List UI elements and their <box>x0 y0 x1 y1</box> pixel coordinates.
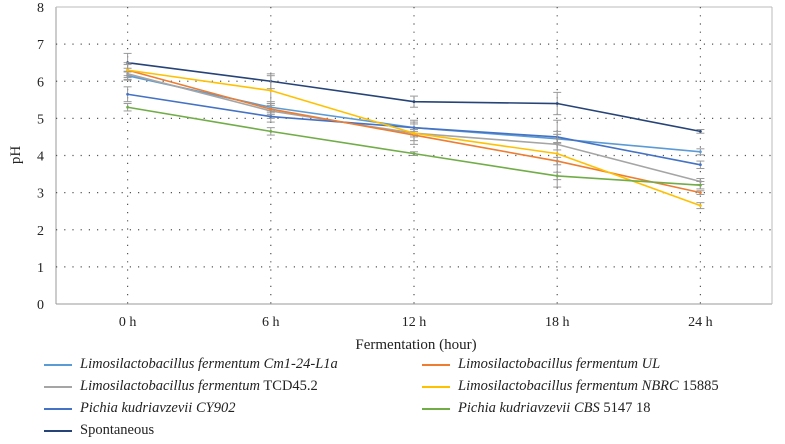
data-point <box>555 102 559 105</box>
error-bar <box>266 75 275 106</box>
data-point <box>126 92 129 96</box>
y-axis-label: pH <box>8 146 24 165</box>
series-6 <box>123 64 705 210</box>
error-bar <box>123 103 132 112</box>
error-bar <box>123 86 132 103</box>
y-tick-label: 3 <box>37 187 44 202</box>
data-point <box>269 129 273 133</box>
data-point <box>699 163 702 167</box>
series-7 <box>123 103 705 190</box>
data-point <box>269 89 273 92</box>
data-point <box>412 100 416 104</box>
data-point <box>699 129 702 133</box>
data-point <box>412 152 416 156</box>
y-tick-label: 0 <box>37 298 44 313</box>
data-point <box>126 68 129 72</box>
x-axis-label: Fermentation (hour) <box>355 337 476 353</box>
y-tick-label: 8 <box>37 1 44 16</box>
data-point <box>699 183 702 187</box>
data-point <box>699 204 702 208</box>
error-bar <box>696 129 705 134</box>
series-4 <box>123 52 705 134</box>
error-bar <box>410 151 418 156</box>
error-bar <box>696 180 705 190</box>
data-point <box>126 105 129 109</box>
data-point <box>269 115 273 118</box>
error-bar <box>410 95 418 108</box>
data-point <box>699 191 702 195</box>
x-tick-label: 0 h <box>119 315 137 330</box>
series-group <box>123 52 705 210</box>
x-tick-label: 12 h <box>402 315 427 330</box>
y-tick-label: 6 <box>37 75 44 90</box>
error-bar <box>410 129 418 138</box>
error-bar <box>553 171 562 181</box>
error-bar <box>266 127 275 136</box>
data-point <box>269 107 273 111</box>
error-bar <box>123 64 132 77</box>
data-point <box>555 174 559 178</box>
y-tick-label: 2 <box>37 224 44 239</box>
x-tick-label: 6 h <box>262 315 280 330</box>
y-tick-label: 5 <box>37 112 44 127</box>
data-point <box>412 126 416 130</box>
y-tick-label: 7 <box>37 38 44 53</box>
error-bar <box>553 91 562 116</box>
y-axis-ticks: 0 1 2 3 4 5 6 7 8 <box>37 1 44 313</box>
data-point <box>555 152 559 156</box>
data-point <box>412 131 416 135</box>
error-bar <box>696 160 705 169</box>
error-bar <box>696 190 705 195</box>
y-tick-label: 4 <box>37 150 44 165</box>
x-tick-label: 24 h <box>688 315 713 330</box>
error-bar <box>696 148 705 156</box>
x-axis-ticks: 0 h 6 h 12 h 18 h 24 h <box>119 315 713 330</box>
data-point <box>699 150 702 154</box>
error-bar <box>696 202 705 210</box>
x-tick-label: 18 h <box>545 315 570 330</box>
y-tick-label: 1 <box>37 261 44 276</box>
